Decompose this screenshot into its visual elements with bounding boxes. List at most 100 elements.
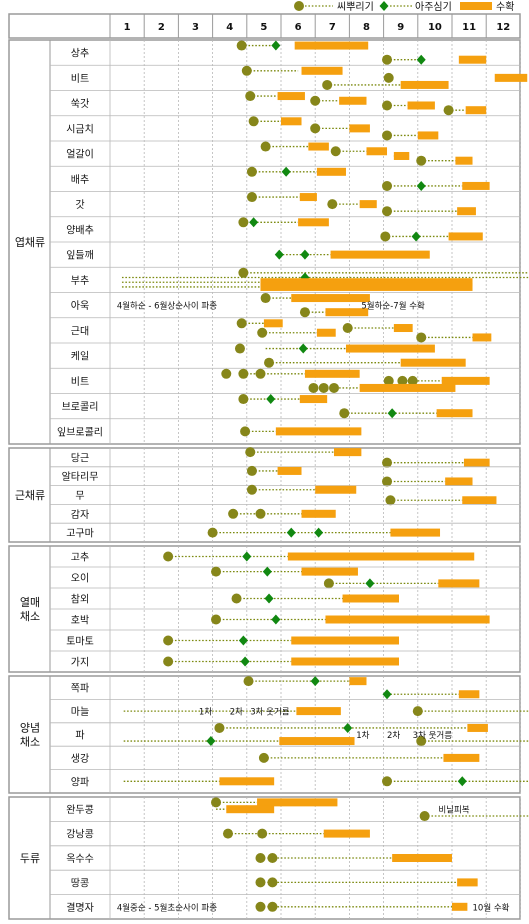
sowing-marker xyxy=(257,828,268,839)
sowing-marker xyxy=(342,323,353,334)
harvest-bar xyxy=(334,448,362,457)
harvest-bar xyxy=(390,528,441,537)
sowing-marker xyxy=(339,408,350,419)
crop-name: 비트 xyxy=(71,376,89,388)
harvest-bar xyxy=(436,409,473,418)
crop-name: 상추 xyxy=(71,48,89,60)
sowing-marker xyxy=(241,65,252,76)
sowing-marker xyxy=(382,100,393,111)
sowing-marker xyxy=(327,199,338,210)
crop-name: 옥수수 xyxy=(66,853,94,865)
sowing-marker xyxy=(412,706,423,717)
sowing-marker xyxy=(267,877,278,888)
sowing-marker xyxy=(236,318,247,329)
crop-name: 당근 xyxy=(71,452,89,464)
harvest-bar xyxy=(438,579,480,588)
transplant-marker xyxy=(271,40,281,51)
harvest-bar xyxy=(226,805,275,814)
group-label: 엽채류 xyxy=(15,236,45,249)
crop-name: 브로콜리 xyxy=(62,401,99,413)
schedule-note: 비닐피복 xyxy=(438,805,469,816)
harvest-bar xyxy=(467,723,488,732)
sowing-marker xyxy=(214,722,225,733)
month-label: 8 xyxy=(363,22,370,33)
legend-transplant-marker xyxy=(379,1,389,11)
group-label: 채소 xyxy=(20,610,40,623)
legend-sowing-label: 씨뿌리기 xyxy=(337,1,374,13)
sowing-marker xyxy=(255,853,266,863)
transplant-marker xyxy=(310,676,320,687)
harvest-bar xyxy=(457,207,476,216)
sowing-marker xyxy=(248,116,259,127)
sowing-marker xyxy=(236,40,247,51)
crop-name: 고구마 xyxy=(66,528,94,540)
sowing-marker xyxy=(397,375,408,386)
crop-name: 시금치 xyxy=(66,123,94,135)
legend-harvest-label: 수확 xyxy=(496,1,514,13)
harvest-bar xyxy=(260,282,473,291)
crop-name: 토마토 xyxy=(66,636,94,648)
sowing-marker xyxy=(407,375,418,386)
harvest-bar xyxy=(296,707,341,716)
harvest-bar xyxy=(462,496,497,505)
transplant-marker xyxy=(281,166,291,177)
sowing-marker xyxy=(258,752,269,763)
sowing-marker xyxy=(246,192,257,203)
schedule-note: 4월하순 - 6월상순사이 파종 xyxy=(117,301,217,312)
crop-name: 잎들깨 xyxy=(66,250,94,262)
harvest-bar xyxy=(260,278,473,287)
sowing-marker xyxy=(238,267,249,278)
sowing-marker xyxy=(416,736,427,747)
group-label: 양념 xyxy=(20,722,40,735)
harvest-bar xyxy=(472,333,492,342)
harvest-bar xyxy=(359,200,377,209)
sowing-marker xyxy=(211,614,222,625)
month-label: 6 xyxy=(295,22,302,33)
sowing-marker xyxy=(211,566,222,577)
crop-name: 무 xyxy=(75,491,84,502)
crop-name: 감자 xyxy=(71,509,89,521)
sowing-marker xyxy=(299,307,310,318)
crop-name: 가지 xyxy=(71,657,89,669)
crop-name: 양배추 xyxy=(66,224,94,236)
crop-name: 마늘 xyxy=(71,706,89,718)
legend-transplant-label: 아주심기 xyxy=(415,1,452,13)
sowing-marker xyxy=(382,476,393,487)
harvest-bar xyxy=(455,156,473,165)
sowing-marker xyxy=(385,495,396,506)
sowing-marker xyxy=(416,332,427,343)
group-frame xyxy=(8,447,521,543)
schedule-note: 2차 xyxy=(387,731,400,741)
harvest-bar xyxy=(407,101,435,110)
schedule-note: 5월하순-7월 수확 xyxy=(361,301,425,312)
harvest-bar xyxy=(494,73,528,82)
transplant-marker xyxy=(266,394,276,405)
crop-name: 참외 xyxy=(71,594,89,606)
sowing-marker xyxy=(238,368,249,379)
group-label: 두류 xyxy=(20,852,40,865)
sowing-marker xyxy=(228,508,239,519)
crop-name: 케일 xyxy=(71,351,89,363)
group-label: 채소 xyxy=(20,736,40,749)
harvest-bar xyxy=(462,181,490,190)
month-label: 9 xyxy=(397,22,404,33)
harvest-bar xyxy=(291,294,370,303)
harvest-bar xyxy=(219,777,275,786)
harvest-bar xyxy=(279,737,355,746)
group-frame xyxy=(8,675,521,794)
sowing-marker xyxy=(222,828,233,839)
schedule-note: 2차 xyxy=(230,708,243,718)
sowing-marker xyxy=(382,457,393,468)
harvest-bar xyxy=(330,250,430,259)
transplant-marker xyxy=(416,54,426,65)
harvest-bar xyxy=(445,477,473,486)
sowing-marker xyxy=(416,155,427,166)
harvest-bar xyxy=(316,328,336,337)
sowing-marker xyxy=(255,368,266,379)
schedule-note: 3차 웃거름 xyxy=(413,731,453,741)
harvest-bar xyxy=(294,41,369,50)
harvest-bar xyxy=(277,466,302,475)
crop-name: 호박 xyxy=(71,615,89,627)
month-label: 4 xyxy=(226,22,233,33)
harvest-bar xyxy=(287,552,475,561)
